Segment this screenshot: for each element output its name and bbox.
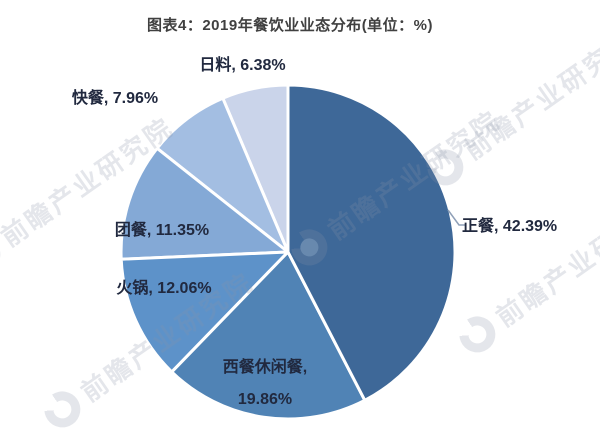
pie-slice-火锅 [119, 250, 290, 374]
slice-label-riliao: 日料, 6.38% [199, 57, 286, 74]
slice-label-xicanxiuxiancan: 西餐休闲餐, 19.86% [222, 359, 308, 408]
pie-slice-西餐休闲餐 [170, 250, 367, 421]
pie-slice-团餐 [119, 146, 290, 261]
slice-label-kuaican: 快餐, 7.96% [71, 90, 159, 107]
chart-title: 图表4：2019年餐饮业业态分布(单位：%) [146, 17, 434, 34]
slice-label-huoguo: 火锅, 12.06% [116, 280, 212, 297]
slice-label-zhengcan: 正餐, 42.39% [462, 218, 558, 235]
leader-line-zhengcan [447, 209, 466, 226]
slice-label-tuancan: 团餐, 11.35% [114, 222, 210, 239]
